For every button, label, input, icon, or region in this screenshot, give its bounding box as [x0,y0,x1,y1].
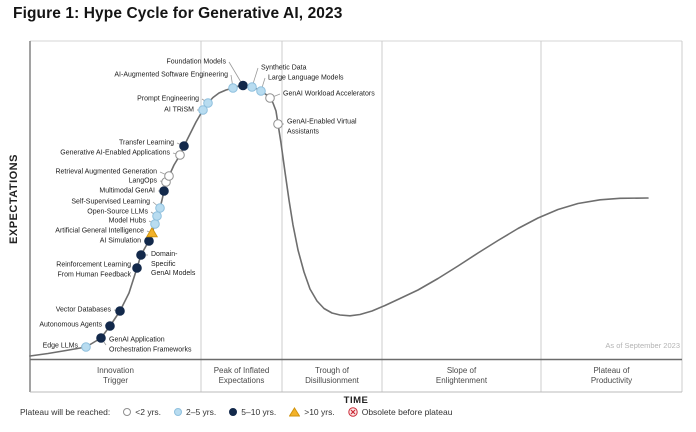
legend-item-2-5yrs: 2–5 yrs. [174,407,216,417]
point-marker [115,306,125,316]
point-label: Autonomous Agents [39,321,102,329]
point-label: Multimodal GenAI [99,187,155,195]
point-marker [144,236,154,246]
point-label: Large Language Models [268,74,344,82]
point-label: GenAI-Enabled Virtual Assistants [287,118,357,136]
point-label: Open-Source LLMs [87,208,148,216]
point-label: Prompt Engineering [137,95,199,103]
point-label: Transfer Learning [119,139,174,147]
point-label: Self-Supervised Learning [71,198,150,206]
phase-peak-of-inflated-expectations: Peak of Inflated Expectations [213,366,270,385]
point-label: GenAI Application Orchestration Framewor… [109,336,192,354]
point-label: Edge LLMs [42,342,78,350]
figure-title: Figure 1: Hype Cycle for Generative AI, … [13,5,343,22]
point-label: Foundation Models [166,58,226,66]
legend-item-5-10yrs: 5–10 yrs. [229,407,276,417]
legend-item-lt2yrs: <2 yrs. [123,407,161,417]
point-marker [198,105,208,115]
point-marker [81,342,91,352]
point-label: Vector Databases [55,306,111,314]
point-marker [150,219,160,229]
legend-item-label: <2 yrs. [135,407,162,417]
point-label: Model Hubs [108,217,146,225]
point-marker [238,80,248,91]
point-label: Retrieval Augmented Generation [55,168,157,176]
obsolete-crossed-circle-icon [348,407,358,417]
point-marker [247,82,257,92]
legend-item-label: Obsolete before plateau [361,407,453,417]
point-marker [159,186,169,196]
point-marker [164,171,174,181]
point-marker [265,93,275,103]
point-marker [179,141,189,151]
phase-gridlines [200,41,542,392]
phase-trough-of-disillusionment: Trough of Disillusionment [305,366,359,385]
point-label: AI Simulation [99,237,141,245]
point-marker [136,250,146,260]
point-label: AI-Augmented Software Engineering [114,71,228,79]
point-label: LangOps [128,177,157,185]
legend-item-label: >10 yrs. [304,407,335,417]
point-marker [203,98,213,108]
x-axis-label: TIME [343,395,369,406]
point-marker [96,333,106,343]
point-label: Artificial General Intelligence [55,227,144,235]
navy-circle-icon [229,408,238,416]
point-label: GenAI Workload Accelerators [283,90,375,98]
lightblue-circle-icon [174,408,183,416]
amber-triangle-icon [289,407,301,417]
legend-title: Plateau will be reached: [20,407,111,417]
point-marker [175,150,185,160]
white-circle-icon [123,408,132,416]
point-label: Reinforcement Learning From Human Feedba… [56,261,131,279]
point-label: Synthetic Data [261,64,307,72]
legend-item-obsolete: Obsolete before plateau [348,407,453,417]
legend: Plateau will be reached: <2 yrs. 2–5 yrs… [20,407,452,417]
point-label: Generative AI-Enabled Applications [60,149,170,157]
point-marker [256,86,266,96]
point-marker [273,119,283,129]
as-of-note: As of September 2023 [605,341,680,350]
point-label: AI TRiSM [164,106,194,114]
phase-innovation-trigger: Innovation Trigger [97,366,134,385]
point-marker [228,83,238,93]
point-label: Domain- Specific GenAI Models [151,250,196,277]
legend-item-label: 5–10 yrs. [241,407,277,417]
point-marker [132,263,142,273]
legend-item-gt10yrs: >10 yrs. [289,407,335,417]
point-marker [152,211,162,221]
point-markers [81,80,283,352]
point-marker [155,203,165,213]
phase-slope-of-enlightenment: Slope of Enlightenment [435,366,488,385]
phase-plateau-of-productivity: Plateau of Productivity [590,366,633,385]
point-marker [105,321,115,331]
point-marker [145,226,159,238]
legend-item-label: 2–5 yrs. [186,407,217,417]
